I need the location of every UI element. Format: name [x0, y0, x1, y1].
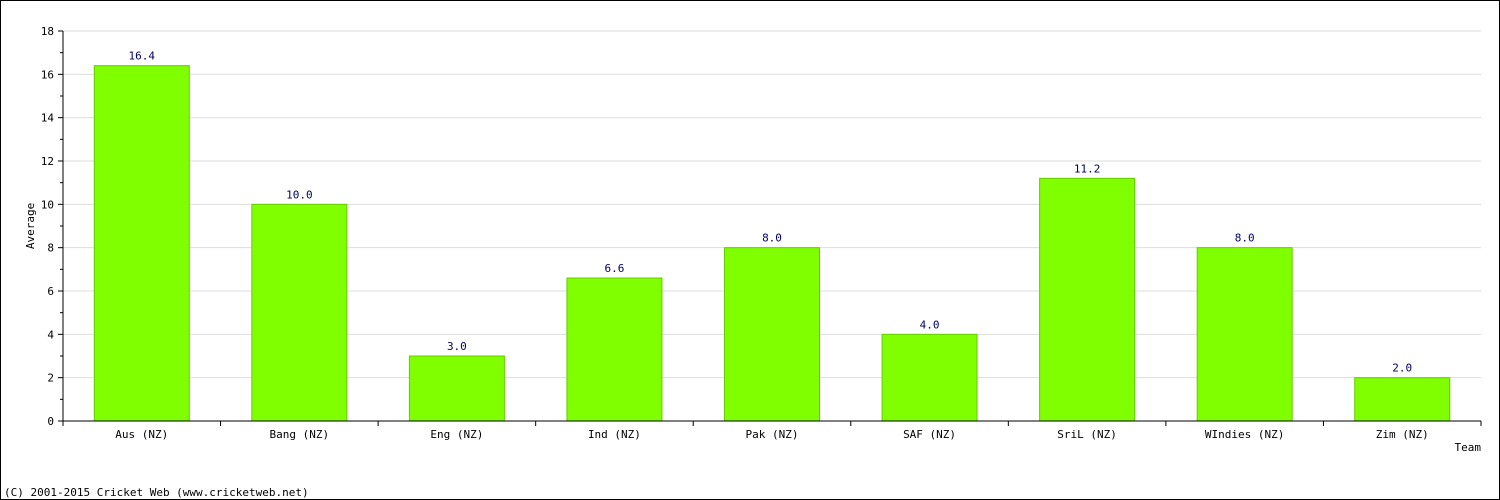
y-tick-label: 12 — [41, 155, 54, 168]
bar — [566, 277, 663, 422]
x-tick-label: SriL (NZ) — [1057, 428, 1117, 441]
y-tick-label: 18 — [41, 25, 54, 38]
x-tick-label: Pak (NZ) — [746, 428, 799, 441]
y-tick-label: 14 — [41, 112, 55, 125]
bar-value-label: 8.0 — [1235, 232, 1255, 245]
y-tick-label: 0 — [47, 415, 54, 428]
y-tick-label: 8 — [47, 242, 54, 255]
x-tick-label: Bang (NZ) — [270, 428, 330, 441]
bar-value-label: 8.0 — [762, 232, 782, 245]
bar-value-label: 4.0 — [920, 318, 940, 331]
bar — [881, 333, 978, 422]
bar — [1354, 377, 1451, 422]
x-tick-label: Eng (NZ) — [430, 428, 483, 441]
bar — [408, 355, 505, 422]
bar-value-label: 2.0 — [1392, 362, 1412, 375]
copyright-text: (C) 2001-2015 Cricket Web (www.cricketwe… — [4, 486, 309, 499]
x-tick-label: Aus (NZ) — [115, 428, 168, 441]
y-tick-label: 6 — [47, 285, 54, 298]
x-tick-label: SAF (NZ) — [903, 428, 956, 441]
bar-value-label: 16.4 — [129, 50, 156, 63]
bar — [251, 203, 348, 422]
bar — [93, 65, 190, 422]
y-tick-label: 16 — [41, 68, 54, 81]
labels: 0 2 4 6 8 10 12 14 16 18 16.4 Aus (NZ) 10.0 Bang (NZ)… — [24, 25, 1481, 454]
y-tick-label: 2 — [47, 372, 54, 385]
bar — [1196, 247, 1293, 422]
x-axis-title: Team — [1455, 441, 1482, 454]
bar-value-label: 6.6 — [605, 262, 625, 275]
x-tick-label: Ind (NZ) — [588, 428, 641, 441]
x-tick-label: WIndies (NZ) — [1205, 428, 1284, 441]
bars — [93, 65, 1451, 422]
bar — [1039, 177, 1136, 422]
bar — [724, 247, 820, 422]
bar-value-label: 3.0 — [447, 340, 467, 353]
y-tick-label: 4 — [47, 328, 54, 341]
y-tick-label: 10 — [41, 198, 54, 211]
y-axis-title: Average — [24, 203, 37, 249]
axes — [58, 30, 1482, 426]
x-tick-label: Zim (NZ) — [1376, 428, 1429, 441]
bar-value-label: 10.0 — [286, 188, 313, 201]
bar-value-label: 11.2 — [1074, 162, 1101, 175]
